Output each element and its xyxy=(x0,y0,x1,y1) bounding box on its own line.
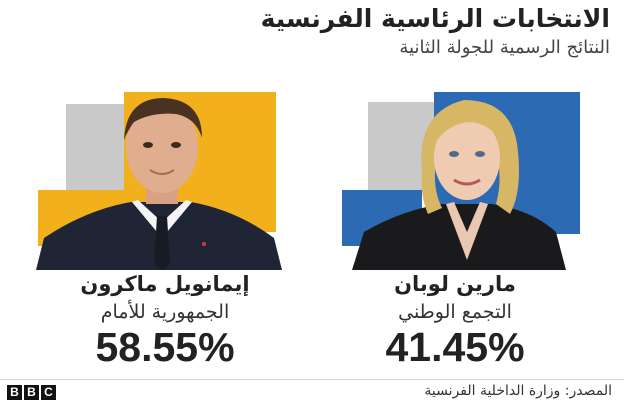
source-note: المصدر: وزارة الداخلية الفرنسية xyxy=(424,383,612,399)
footer-divider xyxy=(0,379,624,380)
macron-portrait-panel xyxy=(36,92,292,270)
lepen-percent: 41.45% xyxy=(385,324,525,370)
bbc-logo-letter: B xyxy=(7,385,22,400)
chart-subtitle: النتائج الرسمية للجولة الثانية xyxy=(399,37,610,58)
macron-name: إيمانويل ماكرون xyxy=(80,272,250,296)
macron-party: الجمهورية للأمام xyxy=(100,301,230,323)
chart-title: الانتخابات الرئاسية الفرنسية xyxy=(260,4,610,33)
lepen-name: مارين لوبان xyxy=(394,272,516,296)
lepen-party: التجمع الوطني xyxy=(398,301,512,323)
bbc-logo-letter: B xyxy=(24,385,39,400)
bbc-logo-letter: C xyxy=(41,385,56,400)
macron-percent: 58.55% xyxy=(95,324,235,370)
macron-portrait-image xyxy=(36,98,282,270)
lepen-portrait-image xyxy=(352,100,566,270)
lepen-portrait-panel xyxy=(342,92,598,270)
bbc-logo: B B C xyxy=(7,385,56,400)
